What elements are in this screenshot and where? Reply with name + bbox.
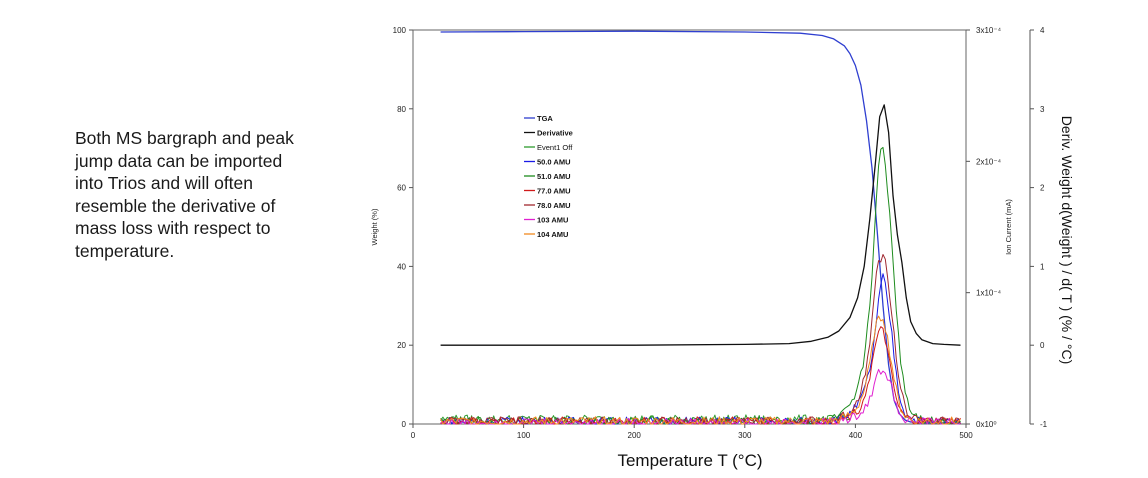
series-line-78-0-amu: [440, 254, 961, 425]
caption-text: Both MS bargraph and peak jump data can …: [75, 127, 337, 262]
x-tick-label: 200: [628, 431, 642, 440]
y-right-tick-label: -1: [1040, 420, 1048, 429]
x-axis-label: Temperature T (°C): [617, 451, 762, 470]
y-mid-axis-label: Ion Current (mA): [1004, 199, 1013, 255]
y-mid-tick-label: 1x10⁻⁴: [976, 289, 1002, 298]
series-line-51-0-amu: [440, 146, 961, 425]
caption-line: mass loss with respect to: [75, 218, 271, 238]
legend-label: Event1 Off: [537, 143, 573, 152]
series-line-derivative: [440, 104, 961, 346]
caption-line: resemble the derivative of: [75, 195, 276, 216]
legend-label: TGA: [537, 114, 553, 123]
y-left-tick-label: 20: [397, 341, 406, 350]
x-tick-label: 500: [959, 431, 973, 440]
y-right-tick-label: 3: [1040, 105, 1045, 114]
series-line-104-amu: [440, 315, 961, 425]
legend-label: 103 AMU: [537, 216, 568, 225]
series-line-103-amu: [440, 368, 961, 425]
y-mid-tick-label: 2x10⁻⁴: [976, 157, 1002, 166]
x-tick-label: 300: [738, 431, 752, 440]
y-right-tick-label: 2: [1040, 184, 1045, 193]
legend-label: 78.0 AMU: [537, 201, 570, 210]
x-tick-label: 100: [517, 431, 531, 440]
y-mid-tick-label: 0x10⁰: [976, 420, 997, 429]
legend-label: 50.0 AMU: [537, 158, 570, 167]
y-right-tick-label: 1: [1040, 262, 1045, 271]
y-mid-tick-label: 3x10⁻⁴: [976, 26, 1002, 35]
y-right-tick-label: 0: [1040, 341, 1045, 350]
x-tick-label: 400: [849, 431, 863, 440]
plot-area: [412, 29, 967, 425]
y-right-axis-label: Deriv. Weight d(Weight ) / d( T ) (% / °…: [1059, 116, 1075, 365]
x-tick-label: 0: [411, 431, 416, 440]
caption-line: into Trios and will often: [75, 173, 254, 193]
y-left-tick-label: 40: [397, 262, 406, 271]
y-left-tick-label: 80: [397, 105, 406, 114]
caption-line: Both MS bargraph and peak: [75, 128, 294, 148]
legend-label: 77.0 AMU: [537, 187, 570, 196]
y-left-tick-label: 100: [393, 26, 407, 35]
caption-line: temperature.: [75, 240, 175, 261]
legend-label: 51.0 AMU: [537, 172, 570, 181]
legend-label: 104 AMU: [537, 230, 568, 239]
y-left-tick-label: 0: [402, 420, 407, 429]
legend-label: Derivative: [537, 129, 573, 138]
y-right-tick-label: 4: [1040, 26, 1045, 35]
y-left-tick-label: 60: [397, 184, 406, 193]
caption-line: jump data can be imported: [75, 150, 283, 171]
y-left-axis-label: Weight (%): [370, 208, 379, 245]
